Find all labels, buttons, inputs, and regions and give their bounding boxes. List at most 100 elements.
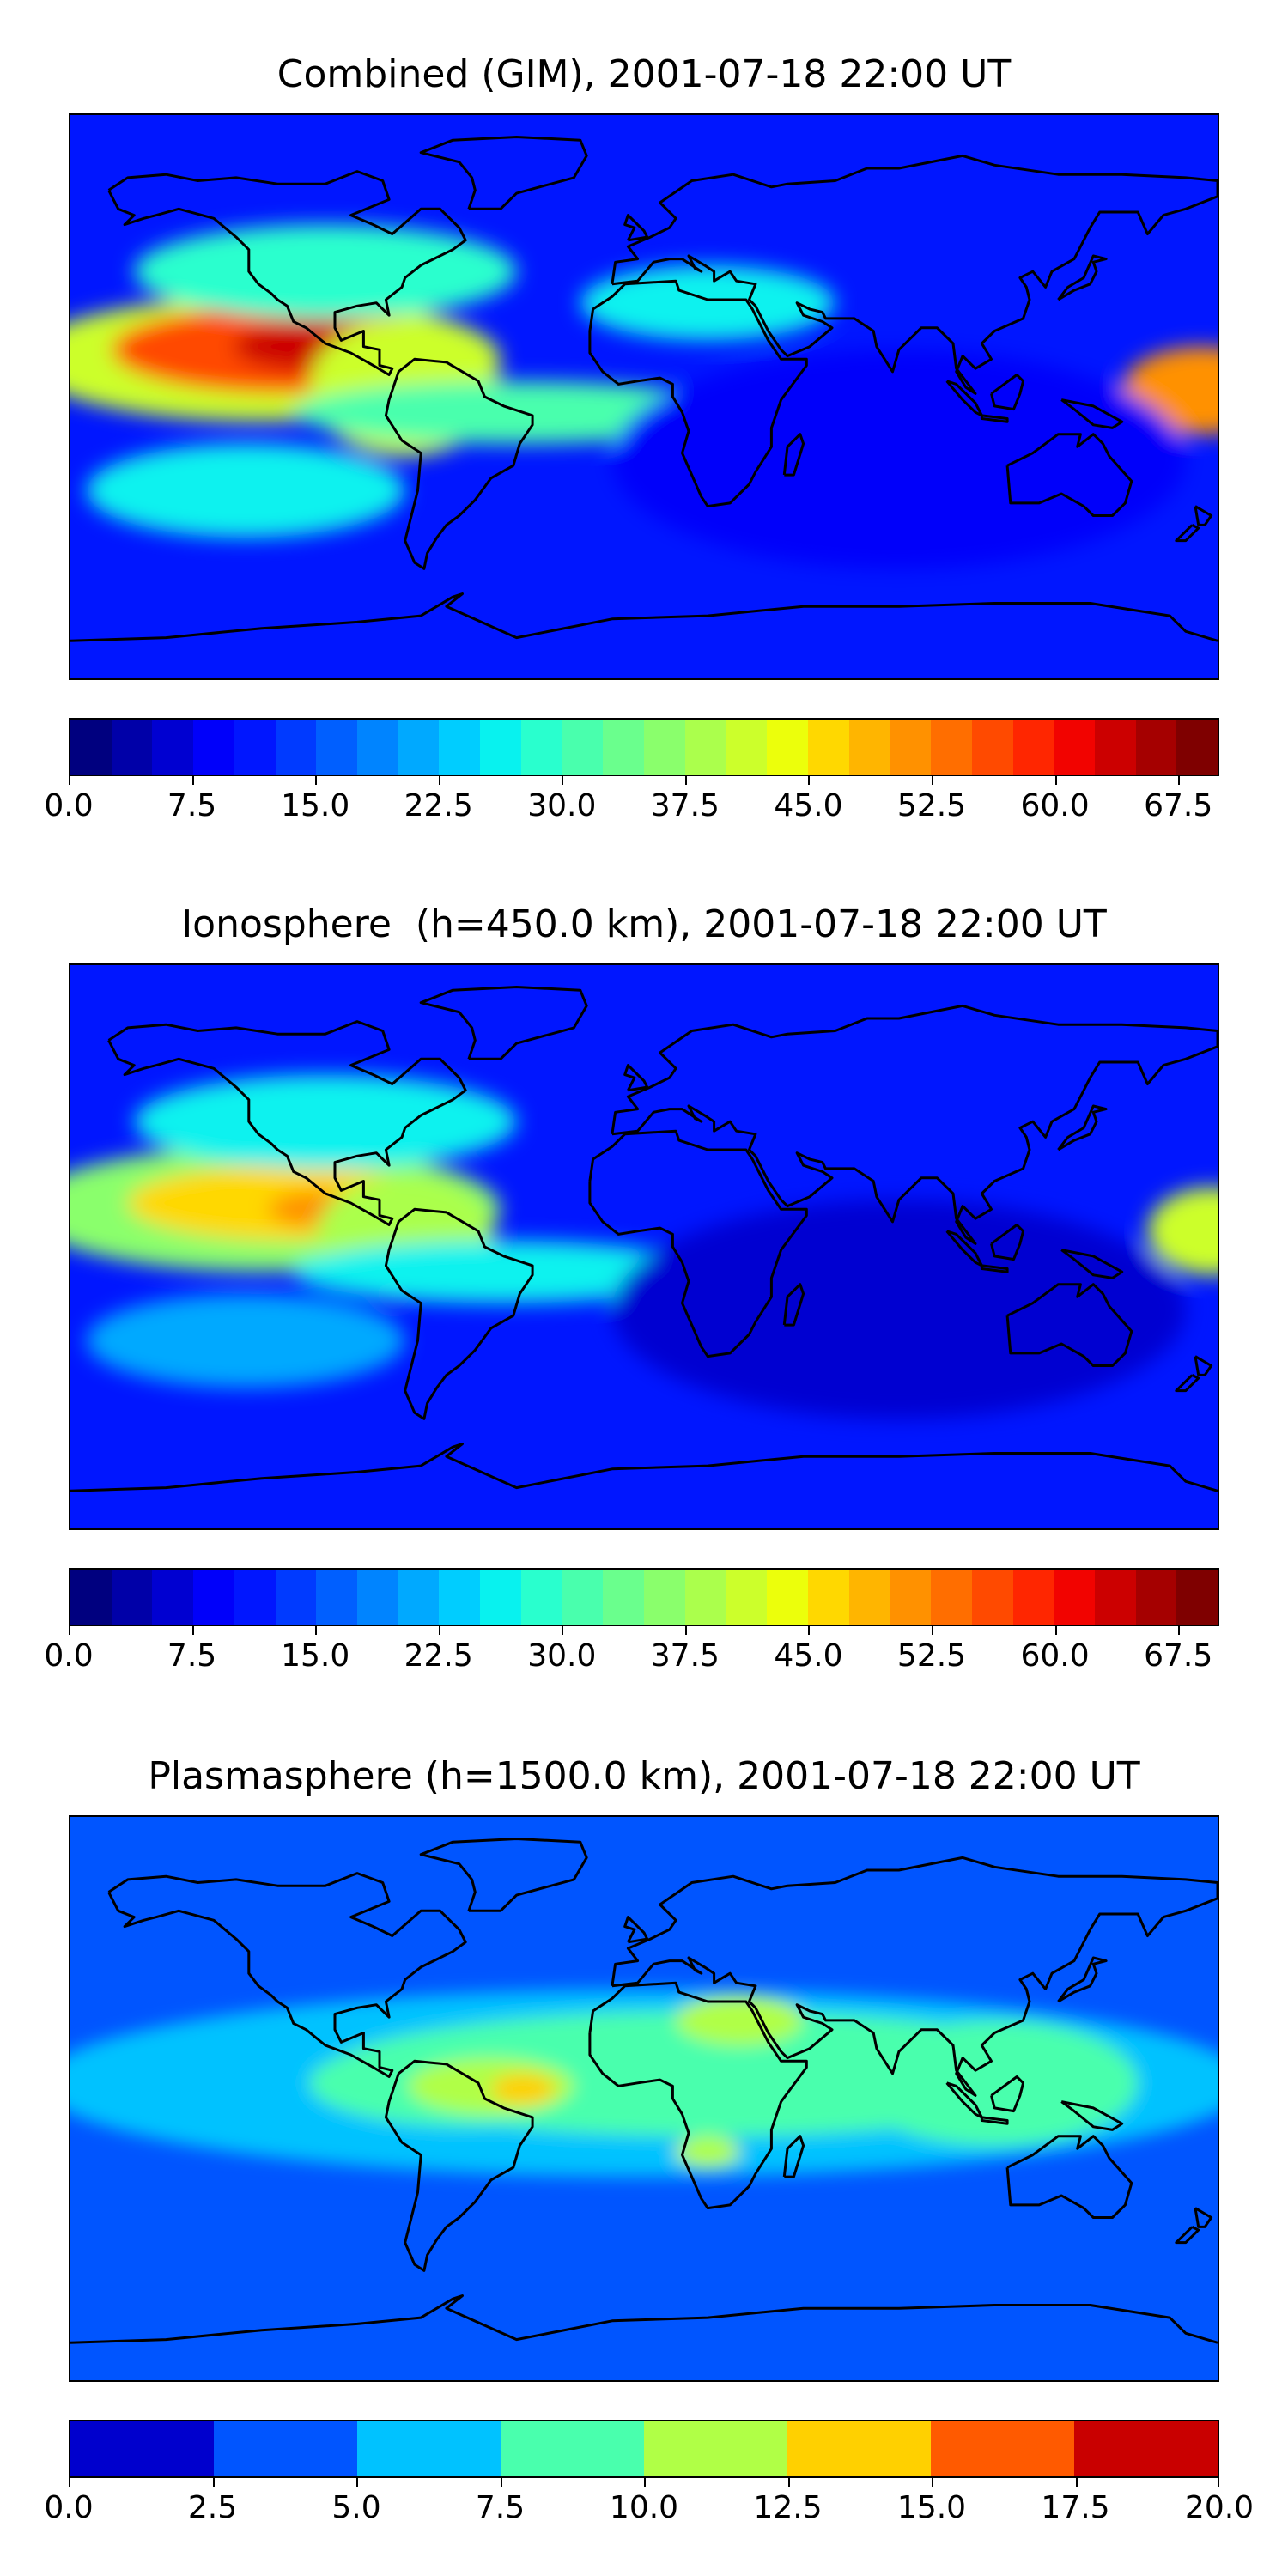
colorbar-tick-label: 12.5: [753, 2490, 823, 2525]
colorbar-level: [152, 720, 194, 775]
coastline: [990, 1224, 1025, 1261]
colorbar-tick-label: 60.0: [1020, 788, 1090, 823]
coastline: [990, 374, 1025, 411]
colorbar-level: [767, 1570, 808, 1625]
colorbar-level: [1012, 1570, 1054, 1625]
colorbar-tick-label: 30.0: [527, 1638, 597, 1674]
tec-contour-region: [293, 1240, 708, 1303]
colorbar-level: [726, 720, 768, 775]
colorbar-level: [767, 720, 808, 775]
colorbar-tick-label: 30.0: [527, 788, 597, 823]
colorbar-level: [234, 720, 276, 775]
colorbar-level: [439, 1570, 481, 1625]
colorbar-tick: [684, 776, 687, 785]
coastline: [1060, 1249, 1124, 1279]
coastline: [1005, 433, 1133, 517]
colorbar-tick-label: 15.0: [281, 1638, 350, 1674]
coastline: [1194, 1355, 1213, 1376]
colorbar-tick: [191, 1626, 194, 1635]
colorbar-tick-label: 67.5: [1144, 788, 1213, 823]
colorbar-level: [70, 2421, 214, 2476]
colorbar-tick: [932, 1626, 933, 1635]
colorbar-level: [357, 1570, 398, 1625]
colorbar-level: [1135, 720, 1177, 775]
coastline: [1005, 1283, 1133, 1367]
colorbar-level: [275, 720, 317, 775]
coastline: [384, 357, 534, 570]
coastline: [980, 1264, 1009, 1273]
coastline: [1057, 254, 1108, 301]
tec-contour-region: [676, 1995, 804, 2046]
colorbar-tick: [191, 776, 194, 785]
colorbar-level: [275, 1570, 317, 1625]
colorbar-level: [644, 1570, 685, 1625]
colorbar-level: [890, 720, 932, 775]
colorbar-plasmasphere: [69, 2420, 1219, 2478]
colorbar-level: [931, 2421, 1074, 2476]
tec-contour-region: [134, 224, 517, 319]
colorbar-level: [787, 2421, 931, 2476]
coastline: [70, 1443, 1218, 1492]
coastline: [990, 2075, 1025, 2113]
colorbar-level: [1176, 720, 1218, 775]
panel-title-ionosphere: Ionosphere (h=450.0 km), 2001-07-18 22:0…: [181, 902, 1107, 946]
colorbar-tick-label: 37.5: [650, 1638, 720, 1674]
colorbar-level: [603, 720, 645, 775]
colorbar-tick: [808, 776, 811, 785]
colorbar-level: [234, 1570, 276, 1625]
map-ionosphere: [69, 963, 1219, 1530]
colorbar-level: [603, 1570, 645, 1625]
coastline: [1060, 2100, 1124, 2131]
colorbar-tick-label: 5.0: [331, 2490, 381, 2525]
colorbar-level: [398, 1570, 440, 1625]
coastline: [1194, 2207, 1213, 2228]
colorbar-tick-label: 7.5: [167, 788, 217, 823]
colorbar-level: [807, 720, 849, 775]
colorbar-tick: [69, 776, 70, 785]
colorbar-tick-label: 45.0: [774, 1638, 843, 1674]
colorbar-tick: [808, 1626, 811, 1635]
colorbar-level: [644, 2421, 787, 2476]
coastline: [980, 2116, 1009, 2125]
colorbar-tick: [69, 2478, 70, 2487]
colorbar-tick: [1178, 776, 1181, 785]
colorbar-level: [1054, 720, 1095, 775]
colorbar-ionosphere: [69, 1568, 1219, 1626]
coastline: [623, 214, 649, 242]
colorbar-level: [562, 720, 604, 775]
tec-contour-region: [86, 1293, 405, 1388]
coastline: [782, 2135, 805, 2178]
coastline: [611, 1004, 1218, 1245]
colorbar-tick-label: 15.0: [281, 788, 350, 823]
coastline: [945, 2081, 983, 2119]
colorbar-level: [1135, 1570, 1177, 1625]
colorbar-tick: [562, 1626, 564, 1635]
coastline: [1057, 1956, 1108, 2003]
colorbar-tick-label: 2.5: [187, 2490, 238, 2525]
colorbar-tick-label: 20.0: [1184, 2490, 1255, 2525]
colorbar-level: [398, 720, 440, 775]
colorbar-level: [480, 1570, 521, 1625]
coastline: [1194, 505, 1213, 526]
colorbar-tick: [315, 1626, 318, 1635]
colorbar-level: [971, 720, 1013, 775]
colorbar-tick-label: 52.5: [896, 1638, 967, 1674]
colorbar-level: [1012, 720, 1054, 775]
tec-contour-region: [676, 2136, 740, 2168]
colorbar-level: [848, 1570, 890, 1625]
coastline: [107, 1020, 467, 1226]
colorbar-ticks-plasmasphere: 0.0 2.5 5.0 7.5 10.0 12.5 15.0 17.5 20.0: [44, 2478, 1254, 2530]
colorbar-level: [684, 720, 726, 775]
colorbar-tick: [684, 1626, 687, 1635]
tec-contour-region: [86, 443, 405, 538]
colorbar-level: [520, 1570, 562, 1625]
map-plasmasphere: [69, 1815, 1219, 2382]
coastline: [1175, 2226, 1200, 2245]
colorbar-tick-label: 7.5: [475, 2490, 526, 2525]
colorbar-tick-label: 67.5: [1144, 1638, 1213, 1674]
coastline: [1005, 2135, 1133, 2219]
colorbar-tick-label: 15.0: [896, 2490, 967, 2525]
colorbar-combined: [69, 718, 1219, 776]
colorbar-tick-label: 60.0: [1020, 1638, 1090, 1674]
colorbar-tick: [438, 776, 440, 785]
